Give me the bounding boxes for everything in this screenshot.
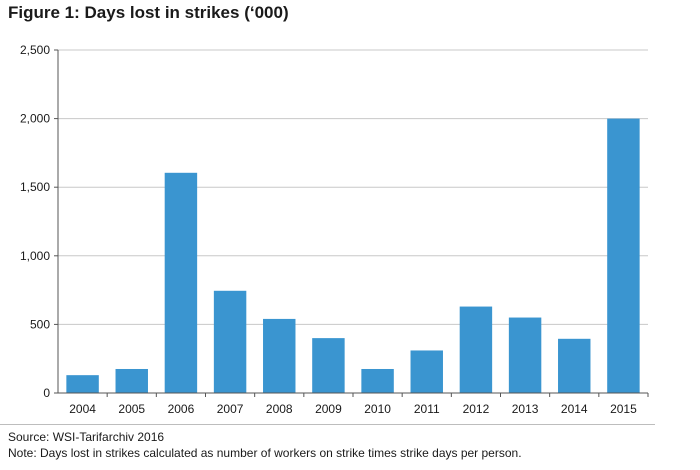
bar-2007 — [213, 290, 247, 393]
method-note: Note: Days lost in strikes calculated as… — [8, 446, 522, 460]
y-tick-label: 2,500 — [20, 43, 50, 57]
x-tick-label: 2009 — [315, 402, 342, 416]
x-tick-label: 2006 — [168, 402, 195, 416]
bar-2009 — [312, 338, 345, 393]
y-tick-label: 500 — [30, 317, 50, 331]
x-tick-label: 2014 — [561, 402, 588, 416]
bars — [66, 118, 640, 393]
footer-divider — [0, 424, 655, 425]
bar-2005 — [115, 368, 148, 393]
y-tick-label: 2,000 — [20, 112, 50, 126]
x-tick-label: 2015 — [610, 402, 637, 416]
y-tick-label: 0 — [43, 386, 50, 400]
y-tick-label: 1,500 — [20, 180, 50, 194]
x-tick-label: 2008 — [266, 402, 293, 416]
x-axis-tick-labels: 2004 2005 2006 2007 2008 2009 2010 2011 2012 2013… — [69, 393, 649, 416]
source-note: Source: WSI-Tarifarchiv 2016 — [8, 430, 165, 444]
bar-2012 — [459, 306, 493, 393]
x-tick-label: 2007 — [217, 402, 244, 416]
x-tick-label: 2004 — [69, 402, 96, 416]
bar-2011 — [410, 350, 443, 393]
bar-2014 — [558, 338, 591, 393]
bar-2013 — [508, 317, 542, 393]
x-tick-label: 2005 — [118, 402, 145, 416]
chart-title: Figure 1: Days lost in strikes (‘000) — [8, 3, 289, 22]
bar-2008 — [263, 318, 296, 393]
bar-2006 — [164, 172, 198, 393]
y-tick-label: 1,000 — [20, 249, 50, 263]
bar-2004 — [66, 375, 99, 393]
gridlines — [54, 49, 648, 394]
y-axis-tick-labels: 0 500 1,000 1,500 2,000 2,500 — [20, 43, 50, 400]
bar-2010 — [361, 368, 394, 393]
x-tick-label: 2013 — [512, 402, 539, 416]
x-tick-label: 2012 — [463, 402, 490, 416]
x-tick-label: 2010 — [364, 402, 391, 416]
x-tick-label: 2011 — [414, 402, 440, 416]
bar-2015 — [607, 118, 640, 393]
